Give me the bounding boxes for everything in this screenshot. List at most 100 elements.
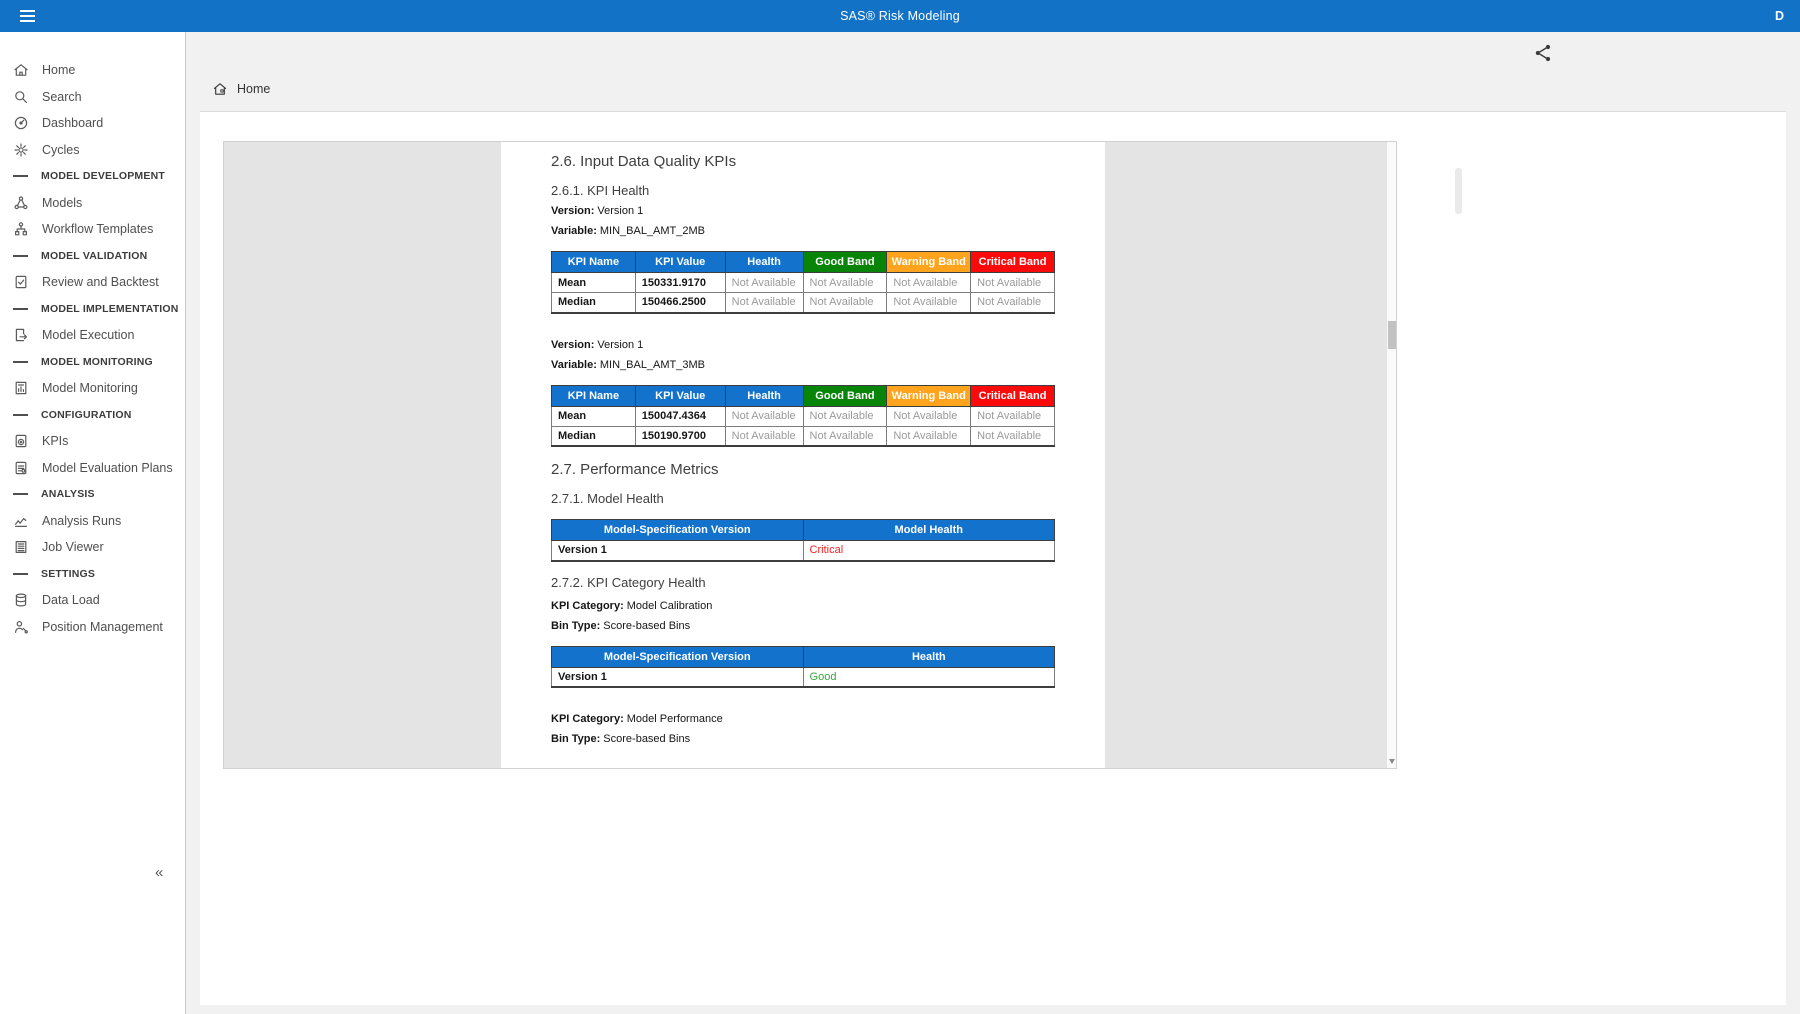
table-cell: Not Available bbox=[970, 425, 1055, 447]
report-heading-2-6-1: 2.6.1. KPI Health bbox=[551, 183, 650, 198]
table-cell: Not Available bbox=[802, 425, 888, 447]
table-cell: Not Available bbox=[970, 272, 1055, 293]
model-evaluation-plans-icon bbox=[13, 460, 29, 476]
section-dash-icon bbox=[13, 413, 28, 416]
section-dash-icon bbox=[13, 572, 28, 575]
sidebar-section-model-validation: MODEL VALIDATION bbox=[0, 243, 185, 270]
scrollbar-thumb[interactable] bbox=[1388, 321, 1396, 349]
kpi-category-line: KPI Category: Model Calibration bbox=[551, 599, 713, 612]
sidebar-item-search[interactable]: Search bbox=[0, 84, 185, 111]
sidebar-item-analysis-runs[interactable]: Analysis Runs bbox=[0, 508, 185, 535]
sidebar-item-model-evaluation-plans[interactable]: Model Evaluation Plans bbox=[0, 455, 185, 482]
sidebar-item-kpis[interactable]: KPIs bbox=[0, 428, 185, 455]
kpi-health-table-1: KPI Name KPI Value Health Good Band Warn… bbox=[551, 251, 1055, 314]
table-header-cell: Model-Specification Version bbox=[551, 519, 804, 541]
main-content: Home 2.6. Input Data Quality KPIs 2.6.1.… bbox=[187, 32, 1800, 1014]
sidebar-item-label: Review and Backtest bbox=[42, 275, 159, 290]
sidebar-item-label: Home bbox=[42, 63, 76, 78]
table-cell: Mean bbox=[551, 405, 636, 427]
model-execution-icon bbox=[13, 327, 29, 343]
scroll-down-arrow-icon[interactable] bbox=[1389, 759, 1395, 764]
report-page: 2.6. Input Data Quality KPIs 2.6.1. KPI … bbox=[501, 142, 1105, 768]
table-cell: Version 1 bbox=[551, 666, 804, 688]
data-load-icon bbox=[13, 592, 29, 608]
table-row: Median 150190.9700 Not Available Not Ava… bbox=[551, 425, 1055, 447]
section-dash-icon bbox=[13, 254, 28, 257]
content-panel: 2.6. Input Data Quality KPIs 2.6.1. KPI … bbox=[200, 111, 1786, 1005]
viewer-scrollbar[interactable] bbox=[1386, 142, 1396, 768]
section-dash-icon bbox=[13, 493, 28, 496]
panel-scrollbar-thumb[interactable] bbox=[1455, 168, 1462, 214]
sidebar-item-models[interactable]: Models bbox=[0, 190, 185, 217]
sidebar-item-home[interactable]: Home bbox=[0, 57, 185, 84]
table-header-row: KPI Name KPI Value Health Good Band Warn… bbox=[551, 251, 1055, 273]
table-header-cell: KPI Name bbox=[551, 384, 636, 407]
table-row: Median 150466.2500 Not Available Not Ava… bbox=[551, 292, 1055, 313]
cycles-icon bbox=[13, 142, 29, 158]
table-header-cell: KPI Name bbox=[551, 251, 636, 273]
table-cell: Median bbox=[551, 292, 636, 313]
report-heading-2-7: 2.7. Performance Metrics bbox=[551, 461, 719, 478]
breadcrumb[interactable]: Home bbox=[212, 82, 270, 96]
sidebar-collapse-button[interactable]: « bbox=[155, 864, 164, 881]
table-header-row: Model-Specification Version Health bbox=[551, 645, 1056, 668]
table-cell: Not Available bbox=[724, 272, 804, 293]
section-dash-icon bbox=[13, 360, 28, 363]
table-cell: Not Available bbox=[970, 292, 1055, 313]
sidebar-section-analysis: ANALYSIS bbox=[0, 481, 185, 508]
sidebar-section-settings: SETTINGS bbox=[0, 561, 185, 588]
table-header-cell: Good Band bbox=[802, 384, 888, 407]
sidebar-section-label: MODEL VALIDATION bbox=[41, 249, 148, 262]
sidebar-item-cycles[interactable]: Cycles bbox=[0, 137, 185, 164]
sidebar-item-label: Job Viewer bbox=[42, 540, 104, 555]
table-cell: Not Available bbox=[886, 425, 972, 447]
sidebar-item-workflow-templates[interactable]: Workflow Templates bbox=[0, 216, 185, 243]
model-monitoring-icon bbox=[13, 380, 29, 396]
table-header-cell: Warning Band bbox=[886, 251, 972, 273]
sidebar-item-label: Cycles bbox=[42, 142, 80, 157]
user-avatar[interactable]: D bbox=[1774, 9, 1784, 23]
search-icon bbox=[13, 89, 29, 105]
sidebar-item-model-execution[interactable]: Model Execution bbox=[0, 322, 185, 349]
hamburger-menu-icon[interactable] bbox=[10, 0, 44, 32]
table-cell: Mean bbox=[551, 272, 636, 293]
sidebar-item-model-monitoring[interactable]: Model Monitoring bbox=[0, 375, 185, 402]
section-dash-icon bbox=[13, 307, 28, 310]
table-cell: Median bbox=[551, 425, 636, 447]
variable-line: Variable: MIN_BAL_AMT_2MB bbox=[551, 225, 706, 237]
sidebar-section-label: MODEL DEVELOPMENT bbox=[41, 170, 165, 183]
version-line: Version: Version 1 bbox=[551, 338, 644, 351]
sidebar-item-review-and-backtest[interactable]: Review and Backtest bbox=[0, 269, 185, 296]
sidebar-section-label: MODEL IMPLEMENTATION bbox=[41, 302, 179, 315]
kpis-icon bbox=[13, 433, 29, 449]
report-heading-2-7-1: 2.7.1. Model Health bbox=[551, 491, 664, 506]
breadcrumb-home-label: Home bbox=[237, 82, 271, 96]
sidebar-item-label: Model Evaluation Plans bbox=[42, 460, 173, 475]
table-header-cell: Warning Band bbox=[886, 384, 972, 407]
sidebar-item-position-management[interactable]: Position Management bbox=[0, 614, 185, 641]
table-header-cell: Critical Band bbox=[970, 384, 1055, 407]
table-cell: Version 1 bbox=[551, 540, 804, 561]
report-heading-2-6: 2.6. Input Data Quality KPIs bbox=[551, 153, 737, 170]
sidebar-item-job-viewer[interactable]: Job Viewer bbox=[0, 534, 185, 561]
document-viewer: 2.6. Input Data Quality KPIs 2.6.1. KPI … bbox=[223, 141, 1397, 769]
table-header-cell: Critical Band bbox=[970, 251, 1055, 273]
share-icon[interactable] bbox=[1533, 43, 1553, 63]
table-cell: Not Available bbox=[886, 405, 972, 427]
dashboard-icon bbox=[13, 115, 29, 131]
sidebar-item-label: Dashboard bbox=[42, 116, 104, 131]
table-cell: Not Available bbox=[724, 425, 804, 447]
kpi-category-line: KPI Category: Model Performance bbox=[551, 713, 723, 725]
model-health-table: Model-Specification Version Model Health… bbox=[551, 519, 1056, 562]
sidebar-item-dashboard[interactable]: Dashboard bbox=[0, 110, 185, 137]
sidebar-item-data-load[interactable]: Data Load bbox=[0, 587, 185, 614]
kpi-category-health-table: Model-Specification Version Health Versi… bbox=[551, 645, 1056, 688]
table-row: Version 1 Critical bbox=[551, 540, 1056, 561]
sidebar-section-label: CONFIGURATION bbox=[41, 408, 132, 421]
table-header-cell: Health bbox=[724, 384, 804, 407]
table-header-cell: Model-Specification Version bbox=[551, 645, 804, 668]
models-icon bbox=[13, 195, 29, 211]
sidebar-item-label: Model Monitoring bbox=[42, 381, 138, 396]
table-row: Version 1 Good bbox=[551, 666, 1056, 688]
workflow-templates-icon bbox=[13, 221, 29, 237]
